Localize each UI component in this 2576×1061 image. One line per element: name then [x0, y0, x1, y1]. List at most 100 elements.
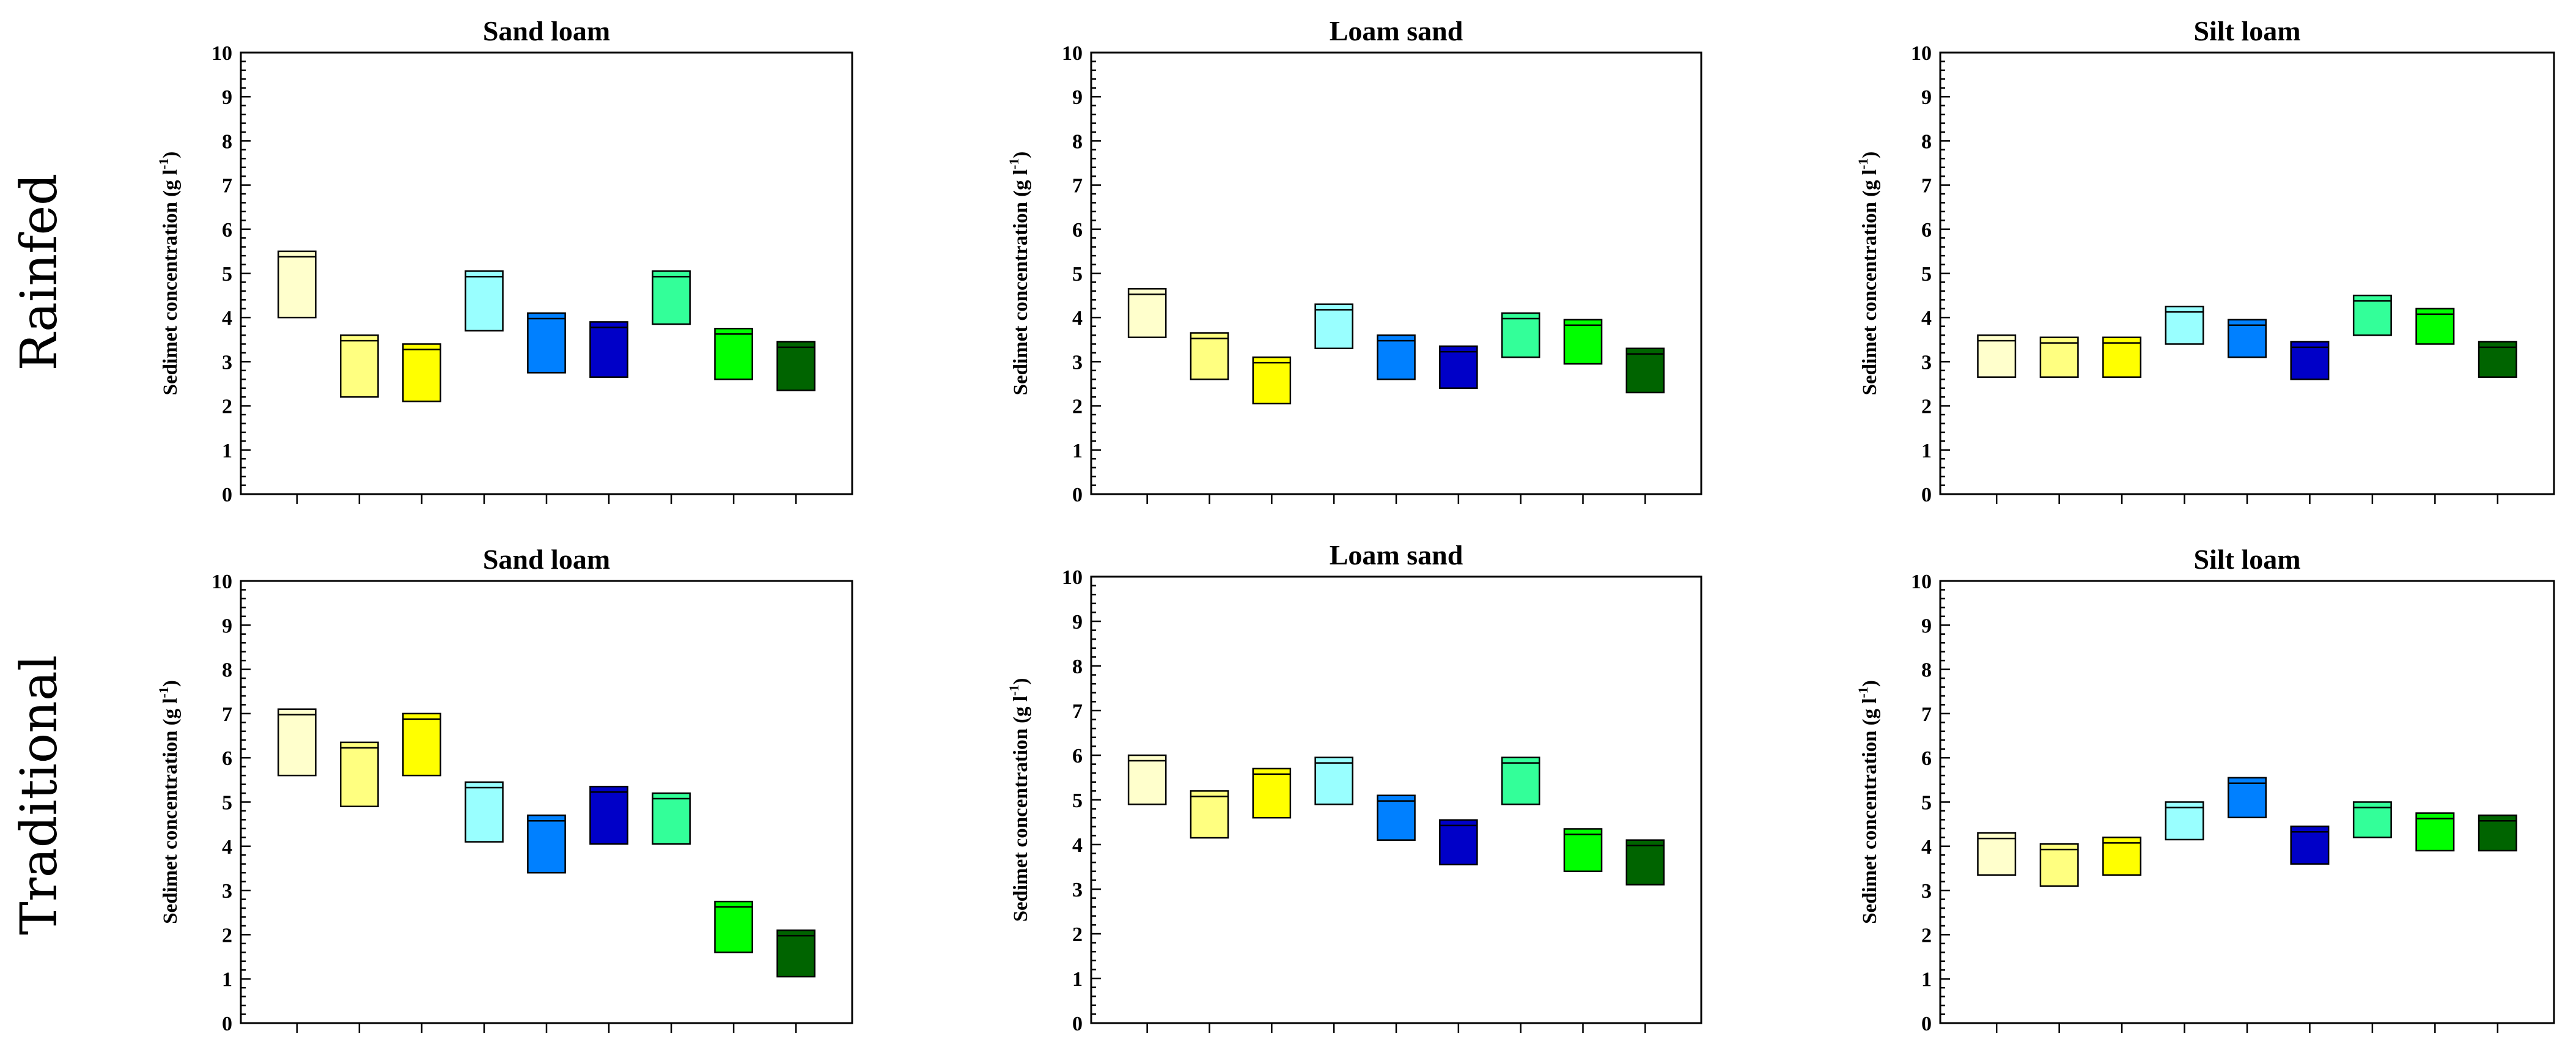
bar-8 — [714, 328, 753, 380]
y-tick-label: 5 — [1072, 263, 1083, 286]
bar-3 — [2102, 336, 2142, 378]
y-tick-label: 7 — [1072, 700, 1083, 723]
y-tick-label: 0 — [1921, 1013, 1932, 1035]
y-tick-label: 10 — [212, 571, 232, 593]
y-tick-label: 6 — [1921, 747, 1932, 770]
y-tick-label: 3 — [1921, 880, 1932, 903]
y-tick-label: 10 — [1062, 566, 1083, 589]
y-tick-label: 9 — [1921, 86, 1932, 109]
panel-title: Loam sand — [1330, 15, 1463, 46]
bar-5 — [527, 814, 566, 874]
y-tick-label: 1 — [1072, 440, 1083, 462]
y-tick-label: 4 — [1921, 836, 1932, 859]
bar-2 — [2039, 843, 2079, 887]
row-label-traditional: Traditional — [10, 655, 68, 935]
bar-8 — [1563, 828, 1603, 873]
plot-frame — [1090, 51, 1702, 495]
y-axis-label: Sedimet concentration (g l-1) — [1006, 152, 1032, 396]
bar-3 — [402, 343, 441, 402]
bar-3 — [402, 712, 441, 777]
bar-1 — [1977, 832, 2017, 876]
y-tick-label: 3 — [1072, 879, 1083, 901]
panel-title: Sand loam — [483, 15, 610, 46]
y-tick-label: 3 — [222, 880, 232, 903]
y-axis-label: Sedimet concentration (g l-1) — [156, 152, 182, 396]
y-tick-label: 9 — [222, 86, 232, 109]
bar-8 — [1563, 319, 1603, 365]
y-tick-label: 4 — [222, 836, 232, 859]
y-axis-label: Sedimet concentration (g l-1) — [1006, 678, 1032, 922]
y-tick-label: 1 — [222, 969, 232, 991]
panel-traditional-sand-loam: Sand loam Sedimet concentration (g l-1) 0 1… — [156, 544, 853, 1035]
panel-title: Sand loam — [483, 544, 610, 575]
panel-traditional-silt-loam: Silt loam Sedimet concentration (g l-1) 0 1… — [1855, 544, 2555, 1035]
y-tick-label: 4 — [1072, 834, 1083, 857]
y-tick-label: 10 — [1911, 42, 1932, 65]
plot-frame — [240, 580, 853, 1024]
bar-9 — [1625, 347, 1665, 394]
y-tick-label: 10 — [1062, 42, 1083, 65]
y-tick-label: 1 — [1072, 968, 1083, 991]
y-tick-label: 2 — [222, 924, 232, 947]
y-tick-label: 5 — [1921, 263, 1932, 286]
bar-7 — [2352, 294, 2392, 336]
y-tick-label: 5 — [1072, 789, 1083, 812]
y-tick-label: 6 — [1072, 219, 1083, 242]
y-tick-label: 10 — [1911, 571, 1932, 593]
bar-1 — [1977, 334, 2017, 378]
panel-traditional-loam-sand: Loam sand Sedimet concentration (g l-1) 0 1… — [1006, 539, 1702, 1035]
panel-title: Silt loam — [2193, 544, 2300, 575]
y-tick-label: 8 — [1072, 656, 1083, 678]
y-tick-label: 6 — [1921, 219, 1932, 242]
bar-8 — [714, 900, 753, 953]
y-tick-label: 8 — [222, 130, 232, 153]
bar-9 — [776, 341, 816, 391]
bar-6 — [589, 321, 628, 378]
y-tick-label: 0 — [1921, 484, 1932, 506]
panel-rainfed-loam-sand: Loam sand Sedimet concentration (g l-1) 0 1… — [1006, 15, 1702, 506]
bar-2 — [340, 741, 379, 807]
bar-4 — [1314, 756, 1353, 805]
panel-rainfed-silt-loam: Silt loam Sedimet concentration (g l-1) 0 1… — [1855, 15, 2555, 506]
bar-3 — [1252, 356, 1292, 405]
panel-title: Loam sand — [1330, 539, 1463, 571]
y-tick-label: 7 — [222, 703, 232, 726]
y-tick-label: 1 — [1921, 440, 1932, 462]
y-tick-label: 6 — [222, 747, 232, 770]
y-axis-label: Sedimet concentration (g l-1) — [1855, 152, 1881, 396]
y-tick-label: 8 — [1921, 130, 1932, 153]
y-tick-label: 8 — [1072, 130, 1083, 153]
bar-5 — [1377, 334, 1416, 380]
y-tick-label: 3 — [222, 351, 232, 374]
y-tick-label: 10 — [212, 42, 232, 65]
bar-5 — [1377, 794, 1416, 841]
y-tick-label: 2 — [1072, 923, 1083, 946]
bar-7 — [1501, 312, 1540, 358]
bar-2 — [2039, 336, 2079, 378]
y-tick-label: 8 — [1921, 659, 1932, 682]
bar-4 — [1314, 303, 1353, 349]
y-tick-label: 9 — [1072, 86, 1083, 109]
y-tick-label: 1 — [222, 440, 232, 462]
y-tick-label: 0 — [1072, 1013, 1083, 1035]
plot-frame — [240, 51, 853, 495]
bar-7 — [652, 792, 691, 845]
bar-2 — [340, 334, 379, 398]
bar-1 — [1127, 288, 1167, 338]
bar-7 — [652, 270, 691, 325]
y-tick-label: 1 — [1921, 969, 1932, 991]
y-axis-label: Sedimet concentration (g l-1) — [156, 680, 182, 924]
y-tick-label: 0 — [222, 484, 232, 506]
y-tick-label: 7 — [1921, 175, 1932, 198]
bar-4 — [465, 781, 504, 843]
panel-rainfed-sand-loam: Sand loam Sedimet concentration (g l-1) 0 1… — [156, 15, 853, 506]
bar-5 — [2228, 777, 2267, 819]
panel-title: Silt loam — [2193, 15, 2300, 46]
y-tick-label: 7 — [222, 175, 232, 198]
bar-7 — [1501, 756, 1540, 805]
bar-6 — [1439, 819, 1478, 866]
plot-frame — [1939, 51, 2555, 495]
y-tick-label: 4 — [1072, 307, 1083, 330]
bar-1 — [1127, 754, 1167, 805]
